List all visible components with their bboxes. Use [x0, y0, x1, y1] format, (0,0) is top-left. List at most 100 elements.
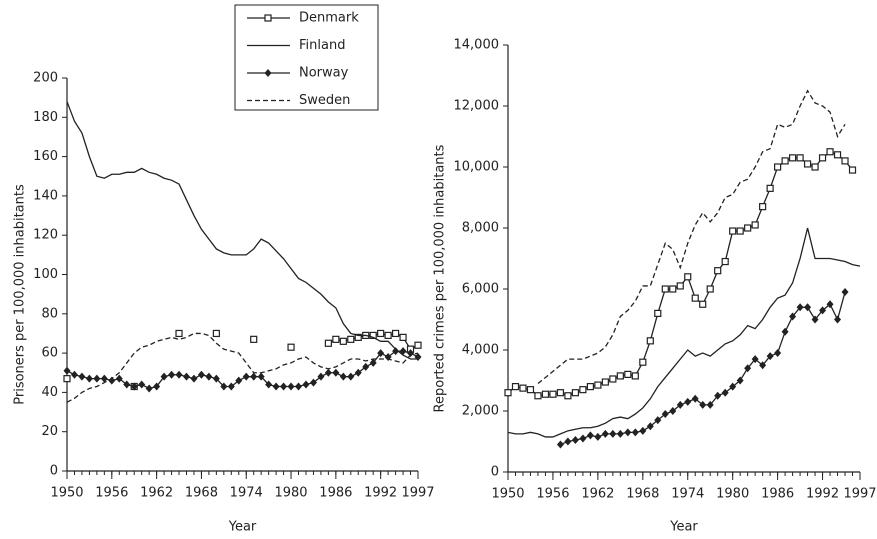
- diamond-marker: [190, 374, 198, 383]
- diamond-marker: [220, 382, 228, 391]
- square-marker: [354, 333, 362, 341]
- diamond-marker: [227, 382, 235, 391]
- diamond-marker: [317, 372, 325, 381]
- diamond-marker: [235, 376, 243, 385]
- diamond-marker: [676, 400, 684, 409]
- diamond-marker: [250, 372, 258, 381]
- y-axis-label: Reported crimes per 100,000 inhabitants: [433, 144, 448, 412]
- square-marker: [519, 384, 527, 392]
- diamond-marker: [781, 327, 789, 336]
- diamond-marker: [601, 429, 609, 438]
- x-tick-label: 1962: [581, 487, 614, 502]
- diamond-marker: [639, 426, 647, 435]
- square-marker: [669, 285, 677, 293]
- series-line: [537, 89, 846, 385]
- diamond-marker: [242, 372, 250, 381]
- diamond-marker: [789, 312, 797, 321]
- square-marker: [414, 341, 422, 349]
- y-tick-label: 14,000: [454, 38, 500, 53]
- legend-label: Sweden: [299, 93, 350, 108]
- square-marker: [848, 166, 857, 174]
- diamond-marker: [182, 372, 190, 381]
- diamond-marker: [175, 370, 183, 379]
- square-marker: [706, 285, 714, 293]
- square-marker: [721, 257, 729, 266]
- diamond-marker: [714, 391, 722, 400]
- x-tick-label: 1986: [761, 487, 794, 502]
- diamond-marker: [332, 368, 340, 377]
- y-tick-label: 180: [33, 110, 58, 125]
- square-marker: [549, 390, 557, 398]
- y-tick-label: 0: [491, 465, 499, 480]
- square-marker: [788, 154, 797, 162]
- x-tick-label: 1956: [95, 486, 128, 501]
- square-marker: [684, 273, 692, 281]
- diamond-marker: [115, 374, 123, 383]
- diamond-marker: [691, 394, 699, 403]
- diamond-marker: [93, 374, 101, 383]
- square-marker: [699, 300, 707, 308]
- x-tick-label: 1974: [230, 486, 263, 501]
- square-marker: [377, 329, 385, 338]
- diamond-marker: [123, 380, 131, 389]
- diamond-marker: [354, 368, 362, 377]
- diamond-marker: [616, 429, 624, 438]
- square-marker: [332, 335, 340, 343]
- diamond-marker: [407, 349, 415, 358]
- square-marker: [774, 163, 782, 171]
- diamond-marker: [571, 435, 579, 444]
- legend-label: Finland: [299, 38, 345, 53]
- y-tick-label: 80: [41, 306, 58, 321]
- square-marker: [691, 294, 699, 302]
- square-marker: [384, 331, 392, 340]
- diamond-marker: [280, 382, 288, 391]
- square-marker: [759, 203, 767, 211]
- diamond-marker: [609, 429, 617, 438]
- square-marker: [818, 154, 827, 162]
- diamond-marker: [721, 388, 729, 397]
- diamond-marker: [85, 374, 93, 383]
- diamond-marker: [197, 370, 205, 379]
- y-axis-label: Prisoners per 100,000 inhabitants: [13, 184, 28, 405]
- diamond-marker: [130, 382, 138, 391]
- square-marker: [803, 160, 812, 168]
- x-tick-label: 1986: [319, 486, 352, 501]
- square-marker: [751, 221, 759, 229]
- square-marker: [736, 227, 744, 235]
- diamond-marker: [399, 347, 407, 356]
- diamond-marker: [751, 355, 759, 364]
- square-marker: [796, 154, 804, 162]
- y-tick-label: 0: [50, 464, 58, 479]
- diamond-marker: [369, 358, 377, 367]
- y-tick-label: 60: [41, 346, 58, 361]
- square-marker: [347, 335, 355, 343]
- square-marker: [250, 335, 258, 343]
- square-marker: [287, 343, 295, 351]
- square-marker: [324, 339, 332, 347]
- x-tick-label: 1997: [843, 487, 876, 502]
- y-tick-label: 160: [33, 149, 58, 164]
- diamond-marker: [324, 368, 332, 377]
- square-marker: [399, 333, 407, 341]
- x-axis-label: Year: [228, 520, 257, 535]
- square-marker: [541, 390, 550, 398]
- diamond-marker: [257, 372, 265, 381]
- y-tick-label: 200: [33, 71, 58, 86]
- x-tick-label: 1980: [274, 486, 307, 501]
- diamond-marker: [654, 416, 662, 425]
- y-tick-label: 20: [41, 424, 58, 439]
- square-marker: [646, 337, 654, 345]
- square-marker: [833, 151, 842, 159]
- diamond-marker: [160, 372, 168, 381]
- diamond-marker: [834, 315, 842, 324]
- diamond-marker: [564, 437, 572, 446]
- square-marker: [369, 331, 377, 340]
- diamond-marker: [168, 370, 176, 379]
- square-marker: [556, 389, 565, 397]
- square-marker: [609, 375, 617, 383]
- diamond-marker: [826, 300, 834, 309]
- diamond-marker: [362, 362, 370, 371]
- diamond-marker: [295, 382, 303, 391]
- legend-label: Denmark: [299, 11, 359, 26]
- x-tick-label: 1956: [536, 487, 569, 502]
